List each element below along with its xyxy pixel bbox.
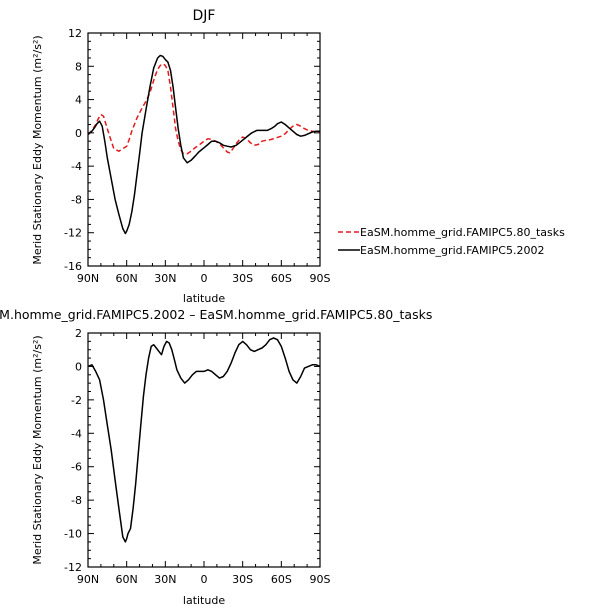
top-x-tick-label: 90N (77, 272, 99, 285)
top-chart-title: DJF (193, 8, 216, 24)
top-x-tick-label: 60S (271, 272, 292, 285)
legend: EaSM.homme_grid.FAMIPC5.80_tasks EaSM.ho… (338, 226, 565, 257)
top-y-tick-label: 0 (75, 127, 82, 140)
top-x-axis-label: latitude (183, 292, 225, 305)
bottom-y-tick-label: -8 (71, 494, 82, 507)
bottom-x-tick-label: 60S (271, 573, 292, 586)
top-series-group (87, 54, 321, 235)
bottom-y-tick-label: 2 (75, 327, 82, 340)
top-y-axis: -16 -12 -8 -4 0 4 8 12 (64, 27, 320, 273)
bottom-chart-title: EaSM.homme_grid.FAMIPC5.2002 – EaSM.homm… (0, 307, 432, 322)
bottom-x-tick-label: 60N (116, 573, 138, 586)
bottom-x-tick-label: 30N (154, 573, 176, 586)
top-x-tick-label: 90S (310, 272, 331, 285)
top-y-tick-label: -8 (71, 193, 82, 206)
top-y-tick-label: 8 (75, 60, 82, 73)
top-y-tick-label: -12 (64, 227, 82, 240)
bottom-series-line-0 (87, 337, 321, 543)
top-y-tick-label: -16 (64, 260, 82, 273)
bottom-y-tick-label: -10 (64, 528, 82, 541)
bottom-x-axis-label: latitude (183, 594, 225, 607)
legend-label-80-tasks: EaSM.homme_grid.FAMIPC5.80_tasks (360, 226, 565, 239)
top-y-axis-label: Merid Stationary Eddy Momentum (m²/s²) (31, 35, 44, 264)
legend-label-2002: EaSM.homme_grid.FAMIPC5.2002 (360, 244, 544, 257)
top-series-line-1 (87, 54, 320, 235)
bottom-y-axis-label: Merid Stationary Eddy Momentum (m²/s²) (31, 335, 44, 564)
top-y-tick-label: 12 (68, 27, 82, 40)
top-series-line-0 (87, 63, 321, 155)
top-x-tick-label: 30N (154, 272, 176, 285)
bottom-y-tick-label: -12 (64, 561, 82, 574)
bottom-y-tick-label: 0 (75, 360, 82, 373)
bottom-x-tick-label: 30S (232, 573, 253, 586)
top-plot-frame (87, 32, 321, 267)
bottom-x-tick-label: 90N (77, 573, 99, 586)
top-y-tick-label: 4 (75, 94, 82, 107)
top-x-axis: 90N 60N 30N 0 30S 60S 90S (77, 33, 331, 285)
bottom-y-axis: -12 -10 -8 -6 -4 -2 0 2 (64, 327, 320, 574)
bottom-x-tick-label: 0 (201, 573, 208, 586)
bottom-chart: EaSM.homme_grid.FAMIPC5.2002 – EaSM.homm… (0, 307, 432, 607)
top-x-tick-label: 60N (116, 272, 138, 285)
bottom-y-tick-label: -2 (71, 394, 82, 407)
bottom-series-group (87, 337, 321, 543)
top-x-tick-label: 30S (232, 272, 253, 285)
top-y-tick-label: -4 (71, 160, 82, 173)
bottom-x-tick-label: 90S (310, 573, 331, 586)
top-x-tick-label: 0 (201, 272, 208, 285)
bottom-plot-area: -12 -10 -8 -6 -4 -2 0 2 90N 60N 30N 0 30S 60S 90S (64, 327, 330, 586)
bottom-y-tick-label: -4 (71, 427, 82, 440)
top-plot-area: -16 -12 -8 -4 0 4 8 12 90N 60N 30N 0 30S 60S 90S (64, 27, 330, 285)
bottom-x-axis: 90N 60N 30N 0 30S 60S 90S (77, 333, 331, 586)
bottom-y-tick-label: -6 (71, 461, 82, 474)
